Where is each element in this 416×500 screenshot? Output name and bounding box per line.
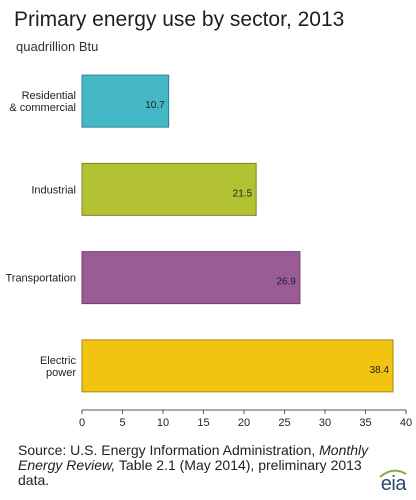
source-suffix: Table 2.1 (May 2014), preliminary 2013 d… (18, 457, 362, 488)
bar (81, 339, 394, 393)
bar-chart: 10.7 Residential & commercial 21.5 Industria… (5, 74, 412, 429)
bar-value-label: 10.7 (145, 100, 165, 111)
x-tick-label: 5 (119, 417, 125, 429)
source-prefix: Source: U.S. Energy Information Administ… (18, 442, 320, 458)
source-italic: Monthly Energy Review, (18, 442, 369, 473)
x-tick-label: 10 (157, 417, 169, 429)
eia-logo-arc (379, 469, 407, 478)
category-label: Residential & commercial (9, 90, 76, 114)
bar (81, 162, 257, 216)
bar (81, 251, 301, 305)
category-label: Transportation (5, 273, 76, 285)
x-tick-label: 0 (79, 417, 85, 429)
x-tick-label: 30 (319, 417, 331, 429)
x-tick-label: 25 (278, 417, 290, 429)
category-label: Industrial (31, 184, 76, 196)
source-note: Source: U.S. Energy Information Administ… (18, 443, 396, 488)
x-tick-label: 15 (197, 417, 209, 429)
chart-subtitle: quadrillion Btu (16, 39, 99, 54)
x-tick-label: 40 (400, 417, 412, 429)
eia-logo: eia (380, 473, 407, 495)
bar-value-label: 21.5 (233, 188, 253, 199)
x-tick-label: 35 (359, 417, 371, 429)
bar-value-label: 26.9 (276, 277, 296, 288)
x-tick-label: 20 (238, 417, 250, 429)
bar (81, 74, 170, 128)
category-label: Electric power (40, 355, 77, 379)
chart-title: Primary energy use by sector, 2013 (14, 8, 345, 31)
bar-value-label: 38.4 (370, 365, 390, 376)
